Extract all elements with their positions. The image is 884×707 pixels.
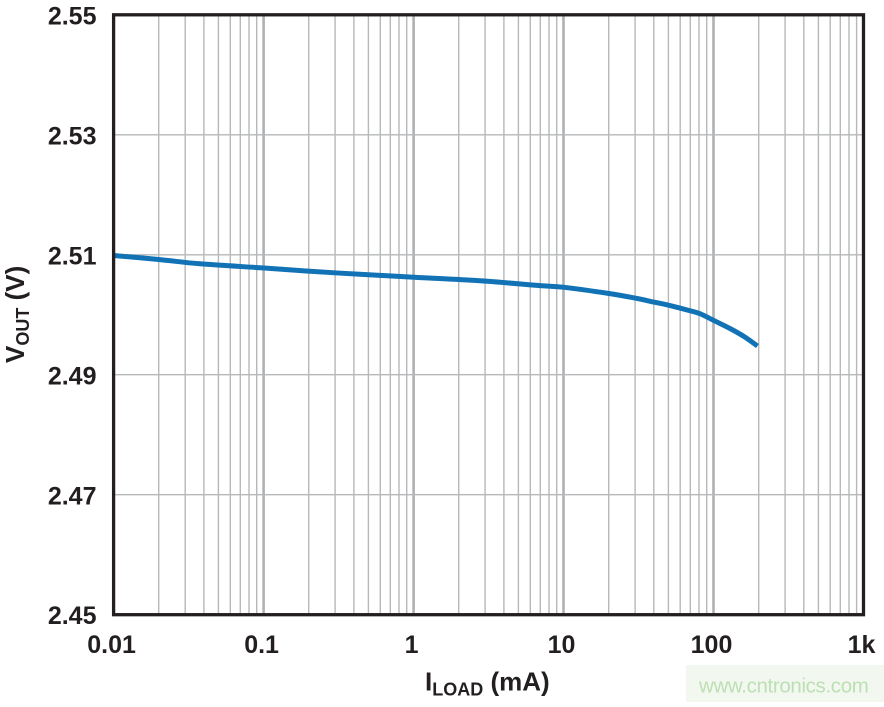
svg-text:1: 1 (405, 631, 419, 659)
svg-text:2.53: 2.53 (48, 122, 97, 150)
svg-text:www.cntronics.com: www.cntronics.com (698, 675, 868, 698)
svg-text:1k: 1k (848, 631, 876, 659)
svg-text:0.01: 0.01 (87, 631, 136, 659)
svg-text:2.49: 2.49 (48, 362, 97, 390)
svg-text:2.45: 2.45 (48, 602, 97, 630)
svg-text:10: 10 (548, 631, 576, 659)
svg-text:0.1: 0.1 (244, 631, 279, 659)
svg-text:2.55: 2.55 (48, 2, 97, 30)
svg-text:100: 100 (691, 631, 733, 659)
svg-text:2.51: 2.51 (48, 242, 97, 270)
svg-text:2.47: 2.47 (48, 482, 97, 510)
